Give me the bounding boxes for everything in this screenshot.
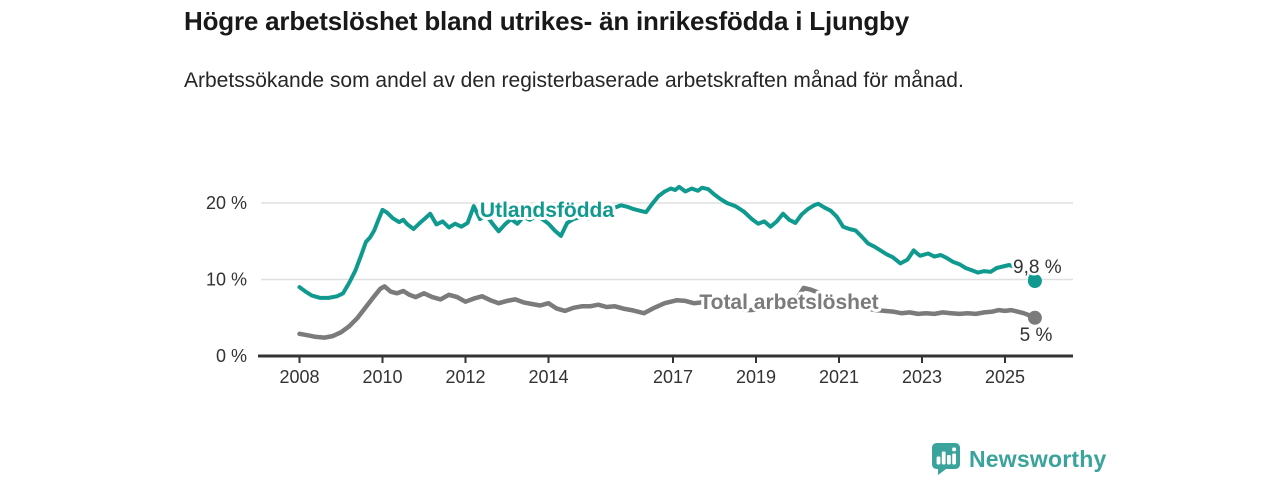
newsworthy-logo-text: Newsworthy <box>969 445 1107 472</box>
series-line-0 <box>297 184 1037 300</box>
x-tick-label: 2021 <box>819 367 859 387</box>
x-tick-label: 2014 <box>528 367 568 387</box>
x-tick-label: 2017 <box>653 367 693 387</box>
newsworthy-logo-icon <box>932 443 960 475</box>
series-end-dot-0 <box>1027 274 1042 288</box>
y-tick-label: 0 % <box>216 346 247 366</box>
x-axis: 2008 2010 2012 2014 2017 2019 2021 2023 2025 <box>258 354 1073 387</box>
gridlines <box>261 202 1073 281</box>
x-tick-label: 2010 <box>362 367 402 387</box>
x-tick-label: 2008 <box>279 367 319 387</box>
series-line-1 <box>297 284 1038 340</box>
x-tick-label: 2025 <box>985 367 1025 387</box>
x-tick-label: 2019 <box>736 367 776 387</box>
logo-exclamation-dot <box>952 447 956 452</box>
series-label-utlandsfodda: Utlandsfödda <box>480 199 614 222</box>
logo-bar-tall <box>941 451 946 465</box>
chart-subtitle: Arbetssökande som andel av den registerb… <box>184 69 964 92</box>
logo-bar-medium <box>947 455 951 465</box>
logo-bar-small <box>936 456 941 465</box>
series-label-total-arbetsloshet: Total arbetslöshet <box>699 291 878 314</box>
y-tick-label: 10 % <box>206 270 247 290</box>
series-end-dot-1 <box>1027 310 1042 325</box>
y-tick-label: 20 % <box>206 193 247 213</box>
logo-exclamation-bar <box>952 453 956 465</box>
newsworthy-logo[interactable]: Newsworthy <box>932 443 1106 475</box>
x-tick-label: 2012 <box>445 367 485 387</box>
chart-title: Högre arbetslöshet bland utrikes- än inr… <box>184 6 909 36</box>
end-value-label-utlandsfodda: 9,8 % <box>1013 257 1062 278</box>
x-tick-label: 2023 <box>902 367 942 387</box>
y-axis-labels: 0 % 10 % 20 % <box>206 193 247 366</box>
series-lines <box>297 184 1042 340</box>
end-value-label-total: 5 % <box>1020 325 1053 346</box>
